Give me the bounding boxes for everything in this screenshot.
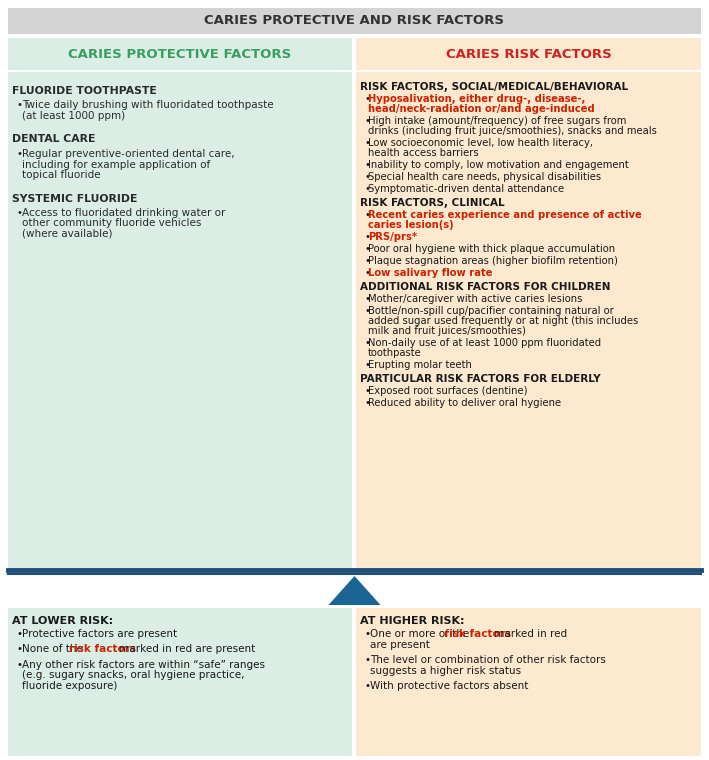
Text: PARTICULAR RISK FACTORS FOR ELDERLY: PARTICULAR RISK FACTORS FOR ELDERLY xyxy=(360,374,601,384)
Text: •: • xyxy=(364,306,370,316)
Text: CARIES PROTECTIVE AND RISK FACTORS: CARIES PROTECTIVE AND RISK FACTORS xyxy=(204,14,505,27)
Text: including for example application of: including for example application of xyxy=(22,160,211,169)
Text: Erupting molar teeth: Erupting molar teeth xyxy=(368,360,472,370)
Text: are present: are present xyxy=(370,639,430,650)
Text: Special health care needs, physical disabilities: Special health care needs, physical disa… xyxy=(368,172,601,182)
Text: •: • xyxy=(17,100,23,110)
Text: •: • xyxy=(364,138,370,148)
Text: •: • xyxy=(364,360,370,370)
Polygon shape xyxy=(328,576,381,605)
Text: •: • xyxy=(364,294,370,304)
Text: Regular preventive-oriented dental care,: Regular preventive-oriented dental care, xyxy=(22,149,235,159)
Text: added sugar used frequently or at night (this includes: added sugar used frequently or at night … xyxy=(368,316,638,326)
Text: •: • xyxy=(364,386,370,396)
Bar xyxy=(8,8,701,34)
Text: caries lesion(s): caries lesion(s) xyxy=(368,220,454,230)
Text: marked in red are present: marked in red are present xyxy=(116,644,255,654)
Text: risk factors: risk factors xyxy=(444,629,511,639)
Text: Access to fluoridated drinking water or: Access to fluoridated drinking water or xyxy=(22,208,225,218)
Text: Low socioeconomic level, low health literacy,: Low socioeconomic level, low health lite… xyxy=(368,138,593,148)
Text: head/neck-radiation or/and age-induced: head/neck-radiation or/and age-induced xyxy=(368,104,595,114)
Text: •: • xyxy=(17,208,23,218)
Text: •: • xyxy=(364,256,370,266)
Text: FLUORIDE TOOTHPASTE: FLUORIDE TOOTHPASTE xyxy=(12,86,157,96)
Bar xyxy=(8,38,352,70)
Text: Any other risk factors are within “safe” ranges: Any other risk factors are within “safe”… xyxy=(22,660,265,670)
Text: One or more of the: One or more of the xyxy=(370,629,472,639)
Text: Reduced ability to deliver oral hygiene: Reduced ability to deliver oral hygiene xyxy=(368,398,561,408)
Text: The level or combination of other risk factors: The level or combination of other risk f… xyxy=(370,655,606,665)
Text: CARIES RISK FACTORS: CARIES RISK FACTORS xyxy=(446,47,611,61)
Text: •: • xyxy=(17,660,23,670)
Text: With protective factors absent: With protective factors absent xyxy=(370,681,528,691)
Text: •: • xyxy=(364,184,370,194)
Text: other community fluoride vehicles: other community fluoride vehicles xyxy=(22,219,201,229)
Text: topical fluoride: topical fluoride xyxy=(22,170,101,180)
Text: •: • xyxy=(365,629,371,639)
Text: Protective factors are present: Protective factors are present xyxy=(22,629,177,639)
Text: RISK FACTORS, CLINICAL: RISK FACTORS, CLINICAL xyxy=(360,198,505,208)
Text: health access barriers: health access barriers xyxy=(368,148,479,158)
Text: SYSTEMIC FLUORIDE: SYSTEMIC FLUORIDE xyxy=(12,194,138,204)
Text: Exposed root surfaces (dentine): Exposed root surfaces (dentine) xyxy=(368,386,527,396)
Text: •: • xyxy=(364,398,370,408)
Text: •: • xyxy=(17,644,23,654)
Text: Twice daily brushing with fluoridated toothpaste: Twice daily brushing with fluoridated to… xyxy=(22,100,274,110)
Text: Inability to comply, low motivation and engagement: Inability to comply, low motivation and … xyxy=(368,160,629,170)
Text: •: • xyxy=(17,629,23,639)
Text: suggests a higher risk status: suggests a higher risk status xyxy=(370,666,521,676)
Text: •: • xyxy=(364,172,370,182)
Text: drinks (including fruit juice/smoothies), snacks and meals: drinks (including fruit juice/smoothies)… xyxy=(368,126,657,136)
Text: •: • xyxy=(364,160,370,170)
Text: (where available): (where available) xyxy=(22,229,113,239)
Text: Recent caries experience and presence of active: Recent caries experience and presence of… xyxy=(368,210,642,220)
Bar xyxy=(356,608,701,756)
Text: fluoride exposure): fluoride exposure) xyxy=(22,681,118,691)
Text: •: • xyxy=(364,244,370,254)
Text: Plaque stagnation areas (higher biofilm retention): Plaque stagnation areas (higher biofilm … xyxy=(368,256,618,266)
Text: None of the: None of the xyxy=(22,644,86,654)
Text: •: • xyxy=(364,94,370,104)
Text: Non-daily use of at least 1000 ppm fluoridated: Non-daily use of at least 1000 ppm fluor… xyxy=(368,338,601,348)
Text: milk and fruit juices/smoothies): milk and fruit juices/smoothies) xyxy=(368,326,526,336)
Text: PRS/prs*: PRS/prs* xyxy=(368,232,418,242)
Text: •: • xyxy=(365,655,371,665)
Text: •: • xyxy=(364,210,370,220)
Bar xyxy=(356,38,701,70)
Text: risk factors: risk factors xyxy=(69,644,136,654)
Bar xyxy=(8,72,352,568)
Text: •: • xyxy=(364,116,370,126)
Text: •: • xyxy=(364,268,370,278)
Text: CARIES PROTECTIVE FACTORS: CARIES PROTECTIVE FACTORS xyxy=(68,47,291,61)
Bar xyxy=(356,72,701,568)
Text: (e.g. sugary snacks, oral hygiene practice,: (e.g. sugary snacks, oral hygiene practi… xyxy=(22,670,245,680)
Text: (at least 1000 ppm): (at least 1000 ppm) xyxy=(22,111,125,121)
Text: marked in red: marked in red xyxy=(491,629,567,639)
Text: RISK FACTORS, SOCIAL/MEDICAL/BEHAVIORAL: RISK FACTORS, SOCIAL/MEDICAL/BEHAVIORAL xyxy=(360,82,628,92)
Text: DENTAL CARE: DENTAL CARE xyxy=(12,135,96,144)
Text: Hyposalivation, either drug-, disease-,: Hyposalivation, either drug-, disease-, xyxy=(368,94,586,104)
Text: Poor oral hygiene with thick plaque accumulation: Poor oral hygiene with thick plaque accu… xyxy=(368,244,615,254)
Text: Bottle/non-spill cup/pacifier containing natural or: Bottle/non-spill cup/pacifier containing… xyxy=(368,306,614,316)
Text: •: • xyxy=(364,338,370,348)
Text: Mother/caregiver with active caries lesions: Mother/caregiver with active caries lesi… xyxy=(368,294,582,304)
Text: •: • xyxy=(364,232,370,242)
Text: High intake (amount/frequency) of free sugars from: High intake (amount/frequency) of free s… xyxy=(368,116,626,126)
Text: Low salivary flow rate: Low salivary flow rate xyxy=(368,268,493,278)
Text: •: • xyxy=(365,681,371,691)
Text: •: • xyxy=(17,149,23,159)
Text: AT HIGHER RISK:: AT HIGHER RISK: xyxy=(360,616,464,626)
Text: AT LOWER RISK:: AT LOWER RISK: xyxy=(12,616,113,626)
Bar xyxy=(8,608,352,756)
Text: Symptomatic-driven dental attendance: Symptomatic-driven dental attendance xyxy=(368,184,564,194)
Text: toothpaste: toothpaste xyxy=(368,348,422,358)
Text: ADDITIONAL RISK FACTORS FOR CHILDREN: ADDITIONAL RISK FACTORS FOR CHILDREN xyxy=(360,282,610,292)
